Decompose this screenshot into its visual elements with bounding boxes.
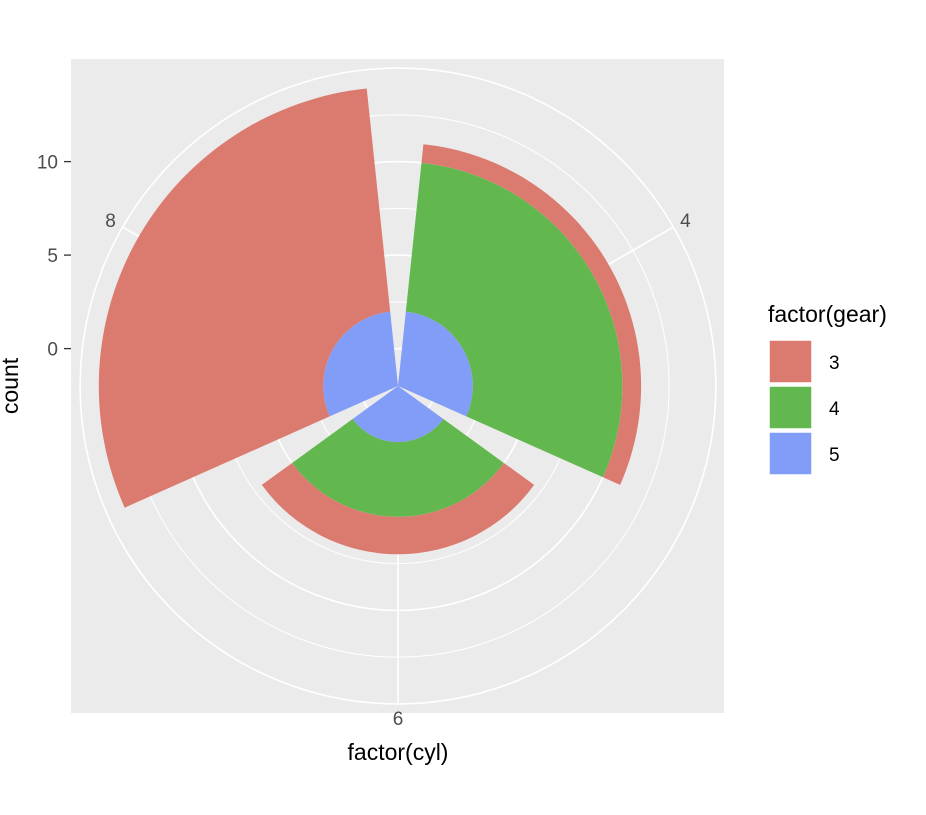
legend-label-3: 3 (829, 353, 840, 374)
bar-segment-cyl4-gear5 (398, 311, 473, 417)
legend-title: factor(gear) (768, 301, 887, 327)
legend-label-4: 4 (829, 399, 840, 420)
y-tick-label: 5 (47, 246, 58, 267)
legend-key-4 (768, 385, 813, 430)
y-tick-label: 0 (47, 340, 58, 361)
theta-label-4: 4 (680, 211, 691, 232)
bar-segment-cyl6-gear4 (292, 418, 504, 517)
legend-key-5 (768, 431, 813, 476)
legend-label-5: 5 (829, 445, 840, 466)
bar-segment-cyl6-gear3 (261, 462, 535, 555)
y-tick-label: 10 (37, 153, 58, 174)
theta-tick-labels: 4 6 8 (105, 211, 691, 730)
bar-segment-cyl6-gear5 (352, 386, 444, 443)
x-axis-title: factor(cyl) (348, 739, 449, 765)
theta-label-8: 8 (105, 211, 116, 232)
y-axis-title: count (0, 357, 23, 414)
legend-key-3 (768, 339, 813, 384)
bar-segment-cyl8-gear3 (98, 88, 391, 508)
theta-label-6: 6 (393, 709, 404, 730)
bar-segments (98, 88, 642, 555)
bar-segment-cyl8-gear5 (323, 311, 398, 417)
bar-segment-cyl4-gear3 (421, 144, 642, 485)
y-axis: 0 5 10 (37, 153, 71, 361)
legend: factor(gear) 3 4 5 (768, 301, 887, 476)
bar-segment-cyl4-gear4 (405, 162, 623, 478)
